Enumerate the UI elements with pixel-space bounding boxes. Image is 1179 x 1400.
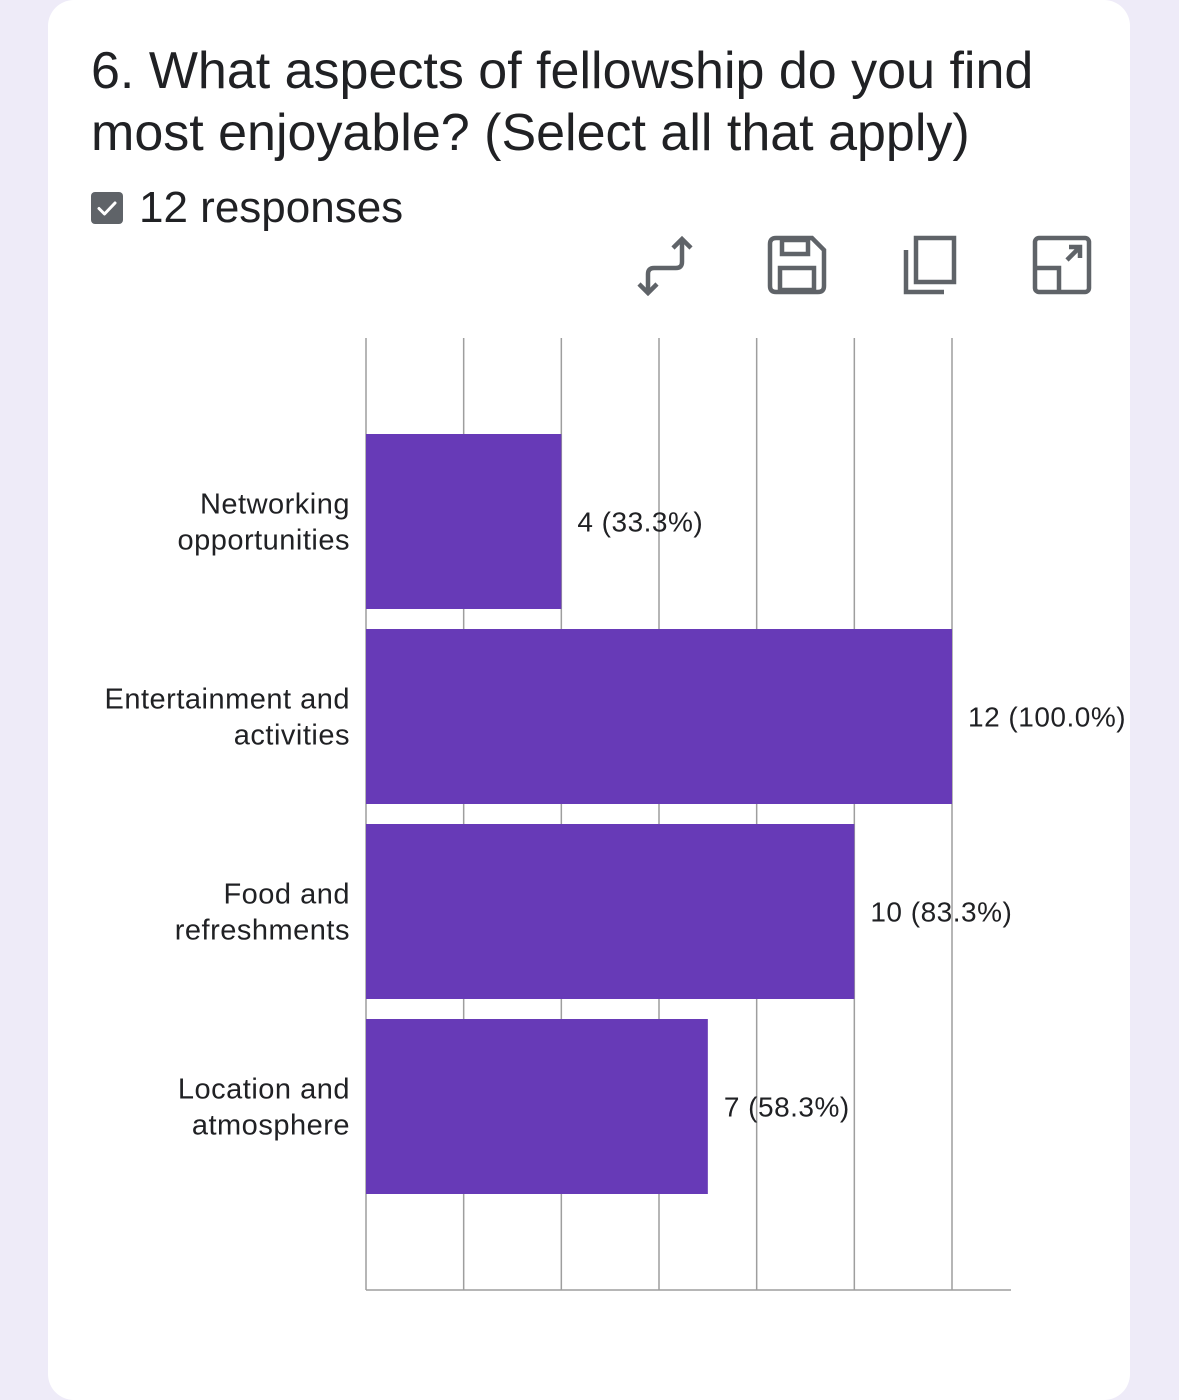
category-label-line: Networking [200,489,350,521]
data-label: 7 (58.3%) [724,1092,850,1123]
category-label: Food and refreshments [175,879,350,947]
category-label: Location and atmosphere [178,1074,350,1142]
category-label-line: Location and [178,1074,350,1106]
category-label: Networking opportunities [177,489,350,557]
checkbox-icon [91,192,123,224]
data-label: 4 (33.3%) [577,507,703,538]
category-label-line: Entertainment and [105,684,350,716]
bar [366,1019,708,1194]
category-label-line: opportunities [177,525,350,557]
category-label-line: atmosphere [192,1110,350,1142]
bar [366,434,562,609]
bar [366,824,855,999]
data-label: 10 (83.3%) [870,897,1012,928]
bar [366,629,952,804]
responses-count: 12 responses [139,183,404,232]
bar-chart: 4 (33.3%) Networking opportunities 12 (100.… [105,338,1126,1291]
copy-icon[interactable] [898,234,960,296]
responses-row: 12 responses [91,182,403,234]
swap-axes-icon[interactable] [634,234,696,296]
category-label-line: Food and [223,879,350,911]
save-icon[interactable] [766,234,828,296]
category-label-line: refreshments [175,915,350,947]
category-label: Entertainment and activities [105,684,350,752]
question-title: 6. What aspects of fellowship do you fin… [91,42,1034,162]
data-label: 12 (100.0%) [968,702,1126,733]
expand-icon[interactable] [1031,234,1093,296]
category-label-line: activities [234,720,350,752]
